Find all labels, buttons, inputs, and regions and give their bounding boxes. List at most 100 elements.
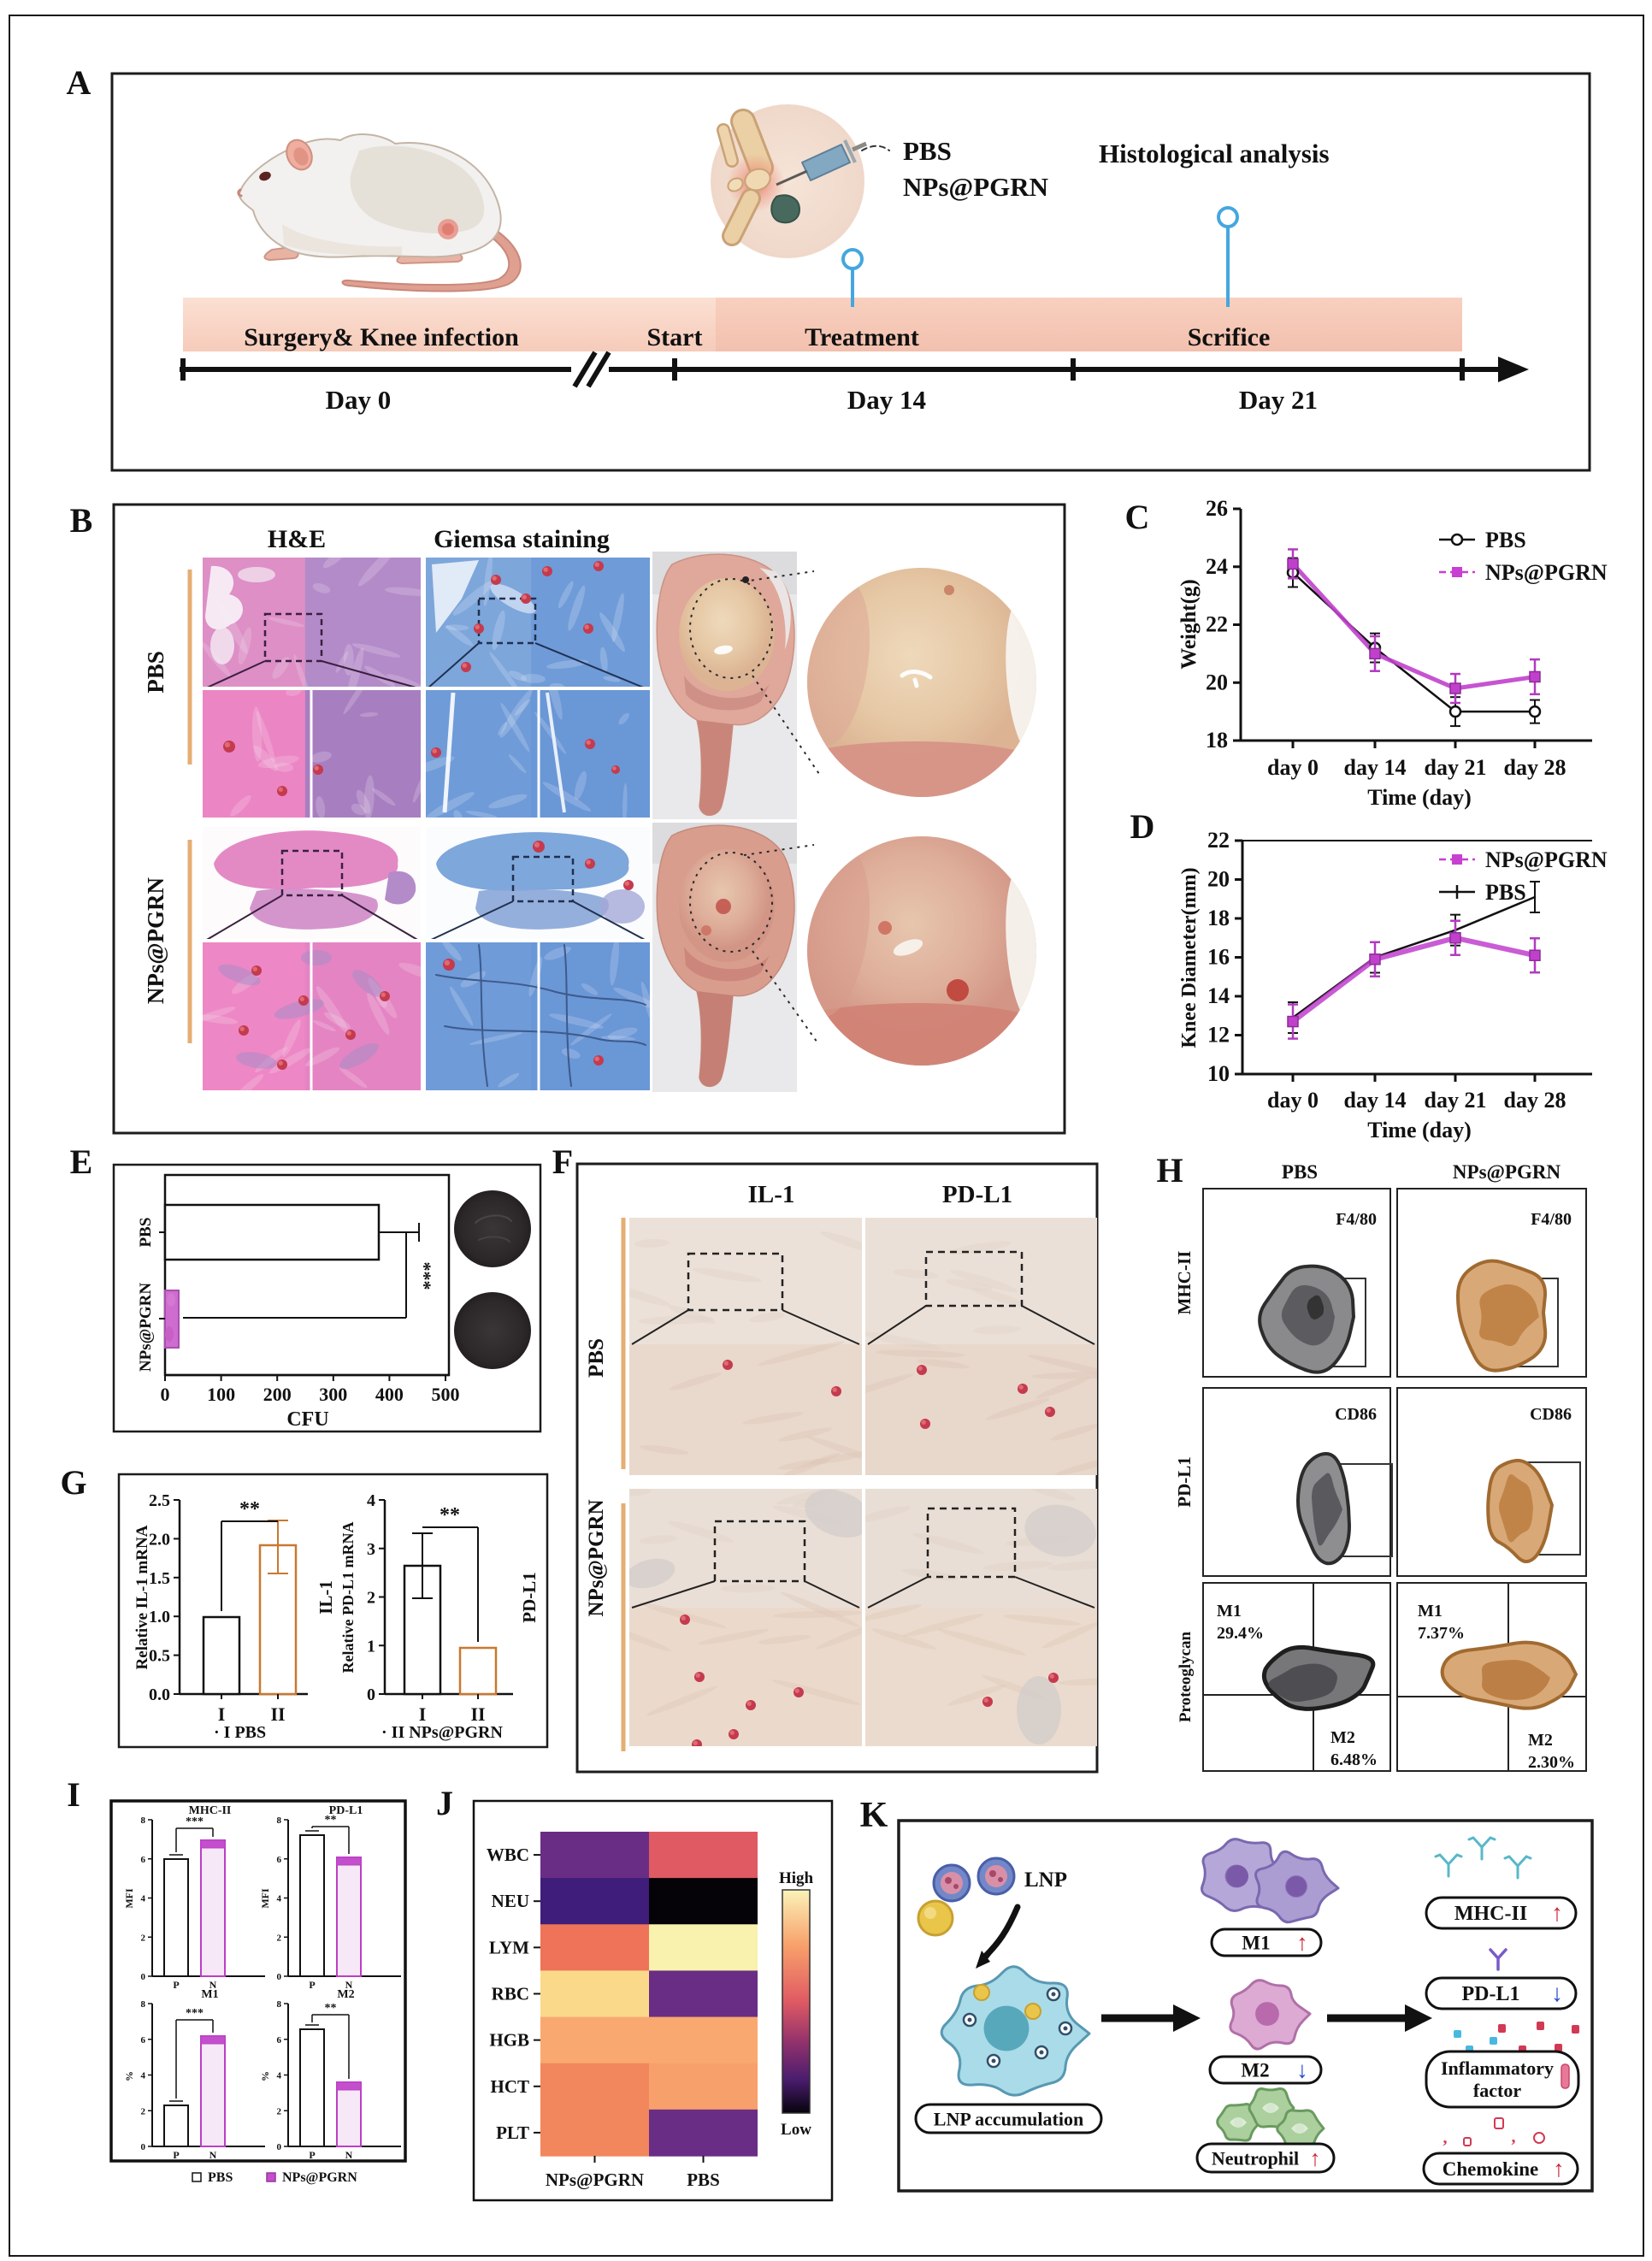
svg-text:6: 6 [141,2035,146,2046]
svg-text:NPs@PGRN: NPs@PGRN [143,877,168,1004]
svg-text:M1: M1 [201,1988,218,2001]
svg-text:P: P [173,2149,179,2161]
svg-text:2.0: 2.0 [149,1530,170,1549]
svg-text:Day 14: Day 14 [847,385,926,415]
svg-text:PBS: PBS [903,136,952,166]
svg-text:PBS: PBS [137,1218,155,1248]
svg-text:4: 4 [141,2071,146,2081]
svg-text:PBS: PBS [1282,1161,1318,1183]
svg-text:***: *** [186,2007,204,2020]
svg-text:1: 1 [367,1637,375,1656]
svg-text:0.0: 0.0 [149,1685,170,1704]
svg-text:18: 18 [1206,728,1228,753]
svg-text:IL-1: IL-1 [316,1580,336,1615]
svg-text:M2: M2 [1330,1728,1355,1747]
svg-text:H: H [1156,1151,1183,1190]
svg-text:100: 100 [207,1384,235,1405]
svg-text:Knee Diameter(mm): Knee Diameter(mm) [1178,867,1201,1048]
svg-text:N: N [209,2149,217,2161]
svg-text:7.37%: 7.37% [1418,1624,1465,1643]
svg-text:Relative IL-1 mRNA: Relative IL-1 mRNA [133,1525,151,1669]
svg-text:day 28: day 28 [1504,755,1566,780]
svg-text:14: 14 [1207,983,1230,1008]
svg-text:PD-L1: PD-L1 [942,1181,1012,1208]
svg-text:N: N [345,2149,353,2161]
svg-text:0: 0 [141,2142,146,2152]
svg-text:day 14: day 14 [1344,1088,1407,1113]
svg-text:F4/80: F4/80 [1336,1210,1377,1229]
svg-text:2.5: 2.5 [149,1491,170,1510]
svg-text:%: % [259,2071,271,2081]
svg-text:NEU: NEU [492,1891,529,1911]
svg-text:8: 8 [141,1999,146,2010]
svg-text:Treatment: Treatment [805,323,919,351]
svg-text:Neutrophil: Neutrophil [1212,2148,1299,2169]
svg-text:200: 200 [263,1384,292,1405]
svg-text:F4/80: F4/80 [1531,1210,1572,1229]
svg-text:P: P [309,1979,315,1991]
svg-text:MFI: MFI [123,1888,135,1909]
svg-text:Time (day): Time (day) [1367,1118,1472,1142]
svg-text:0: 0 [277,1972,282,1982]
svg-text:↑: ↑ [1551,1900,1563,1927]
svg-text:M2: M2 [1528,1731,1553,1750]
svg-text:Chemokine: Chemokine [1443,2158,1538,2180]
svg-text:M1: M1 [1217,1602,1242,1620]
svg-text:Inflammatory: Inflammatory [1441,2057,1554,2079]
svg-text:day 14: day 14 [1344,755,1407,780]
svg-text:**: ** [440,1504,460,1526]
svg-text:MHC-II: MHC-II [189,1804,232,1817]
svg-text:6: 6 [277,1855,282,1865]
svg-text:,: , [1512,2128,1516,2146]
svg-text:day 21: day 21 [1425,1088,1487,1113]
svg-text:day 28: day 28 [1504,1088,1566,1113]
svg-text:6: 6 [277,2035,282,2046]
svg-text:2: 2 [141,2106,146,2116]
svg-text:C: C [1125,498,1150,536]
svg-text:20: 20 [1207,867,1230,892]
svg-text:M2: M2 [1241,2060,1269,2081]
svg-text:PD-L1: PD-L1 [1174,1456,1195,1508]
svg-text:NPs@PGRN: NPs@PGRN [903,172,1048,202]
svg-text:LYM: LYM [489,1937,529,1957]
svg-text:1.0: 1.0 [149,1608,170,1626]
svg-text:***: *** [414,1262,435,1290]
svg-text:NPs@PGRN: NPs@PGRN [1485,560,1608,585]
svg-text:II: II [270,1703,285,1725]
svg-text:E: E [70,1146,93,1181]
svg-text:Giemsa staining: Giemsa staining [434,525,610,553]
svg-text:Scrifice: Scrifice [1188,323,1271,351]
svg-text:CD86: CD86 [1530,1405,1572,1424]
svg-text:***: *** [186,1815,204,1828]
svg-text:0: 0 [161,1384,170,1405]
svg-text:2.30%: 2.30% [1528,1753,1575,1772]
svg-text:**: ** [239,1498,260,1520]
svg-text:J: J [436,1784,453,1822]
svg-text:2: 2 [277,2106,282,2116]
svg-text:IL-1: IL-1 [748,1181,795,1208]
svg-text:M1: M1 [1418,1602,1443,1620]
svg-text:LNP accumulation: LNP accumulation [934,2109,1083,2130]
svg-text:6: 6 [141,1855,146,1865]
svg-text:500: 500 [432,1384,460,1405]
svg-text:I: I [419,1703,427,1725]
svg-text:Time (day): Time (day) [1367,785,1472,810]
svg-text:RBC: RBC [492,1983,529,2004]
svg-text:%: % [123,2071,135,2081]
svg-text:↑: ↑ [1310,2146,1321,2171]
svg-text:4: 4 [141,1894,146,1904]
svg-text:2: 2 [141,1933,146,1943]
svg-text:N: N [345,1979,353,1991]
svg-text:PBS: PBS [585,1338,608,1378]
svg-text:day 0: day 0 [1267,755,1319,780]
svg-text:,: , [1443,2128,1448,2147]
svg-text:18: 18 [1207,906,1230,930]
svg-text:22: 22 [1207,828,1230,853]
svg-text:400: 400 [375,1384,404,1405]
svg-text:PBS: PBS [687,2169,720,2190]
svg-text:B: B [70,501,93,540]
svg-text:I: I [67,1779,80,1814]
svg-text:day 21: day 21 [1425,755,1487,780]
svg-text:PBS: PBS [1485,528,1526,552]
svg-text:PBS: PBS [208,2170,233,2185]
